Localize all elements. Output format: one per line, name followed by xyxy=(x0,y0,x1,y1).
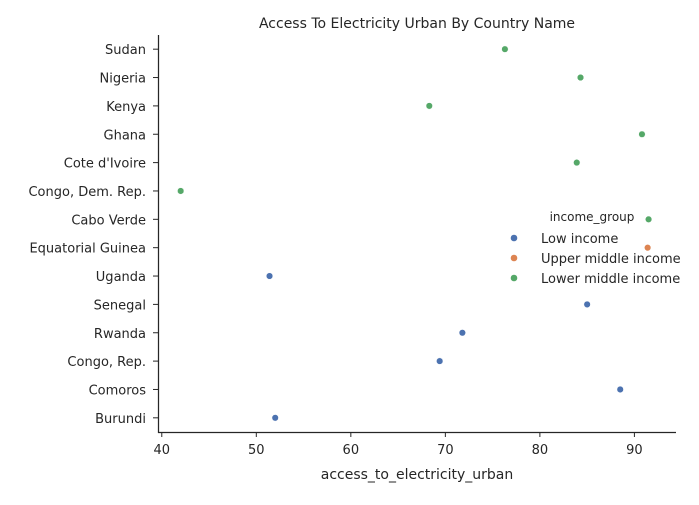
legend-marker xyxy=(510,254,518,262)
data-point xyxy=(638,130,646,138)
legend-label: Lower middle income xyxy=(541,272,680,287)
data-point xyxy=(425,102,433,110)
data-point xyxy=(177,187,185,195)
legend-marker xyxy=(510,274,518,282)
legend-label: Upper middle income xyxy=(541,252,681,267)
y-tick-label: Rwanda xyxy=(94,327,146,342)
y-tick-label: Senegal xyxy=(94,298,146,313)
data-point xyxy=(576,73,585,82)
data-points xyxy=(177,45,653,422)
y-tick-label: Sudan xyxy=(105,43,146,58)
x-tick-label: 50 xyxy=(248,443,265,458)
y-ticks: Sudan Nigeria Kenya Ghana Cote d'Ivoire Congo… xyxy=(28,43,158,427)
axes xyxy=(157,35,676,434)
y-tick-label: Cabo Verde xyxy=(71,213,146,228)
data-point xyxy=(265,272,274,280)
legend-title: income_group xyxy=(550,210,635,224)
x-tick-label: 90 xyxy=(626,443,643,458)
y-tick-label: Equatorial Guinea xyxy=(29,242,146,257)
y-tick-label: Cote d'Ivoire xyxy=(64,157,146,172)
y-tick-label: Ghana xyxy=(104,128,147,143)
x-tick-label: 70 xyxy=(437,443,454,458)
y-tick-label: Nigeria xyxy=(99,72,146,87)
y-tick-label: Kenya xyxy=(106,100,146,115)
legend-marker xyxy=(510,234,518,242)
y-tick-label: Congo, Dem. Rep. xyxy=(28,185,146,200)
y-tick-label: Congo, Rep. xyxy=(67,355,146,370)
data-point xyxy=(645,215,653,223)
data-point xyxy=(644,244,652,252)
x-tick-label: 40 xyxy=(154,443,171,458)
legend: income_group Low income Upper middle inco… xyxy=(510,210,681,287)
legend-label: Low income xyxy=(541,232,618,247)
x-tick-label: 80 xyxy=(532,443,549,458)
data-point xyxy=(271,414,279,422)
data-point xyxy=(436,357,444,365)
chart-title: Access To Electricity Urban By Country N… xyxy=(259,16,575,32)
data-point xyxy=(616,385,624,394)
data-point xyxy=(501,45,509,53)
y-tick-label: Uganda xyxy=(96,270,146,285)
x-tick-label: 60 xyxy=(343,443,360,458)
y-tick-label: Burundi xyxy=(95,412,146,427)
x-ticks: 40 50 60 70 80 90 xyxy=(154,432,643,458)
y-tick-label: Comoros xyxy=(89,383,147,398)
data-point xyxy=(583,300,591,308)
data-point xyxy=(458,329,466,337)
x-axis-label: access_to_electricity_urban xyxy=(321,467,514,483)
data-point xyxy=(573,159,581,167)
